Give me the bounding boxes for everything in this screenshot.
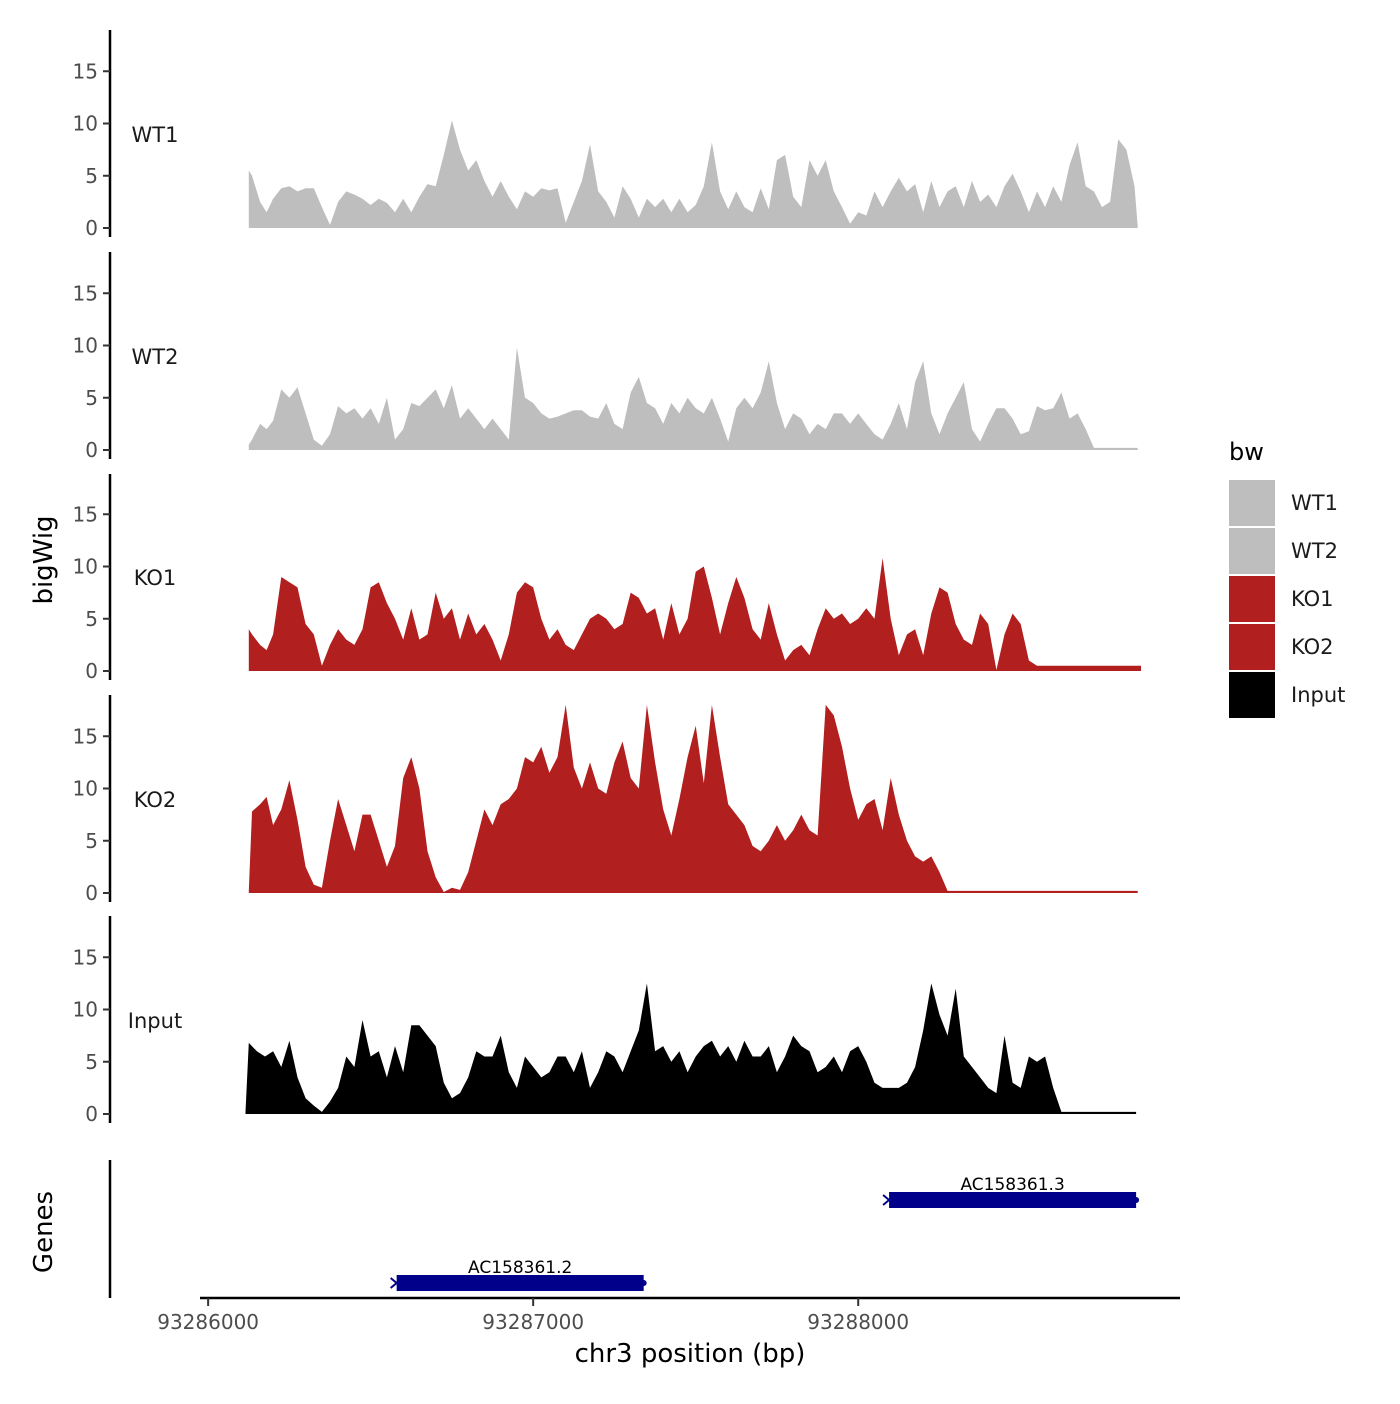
gene-body [889,1192,1137,1208]
legend-label: WT2 [1291,539,1338,563]
track-ko2: 0 5 10 15 KO2 [73,695,1138,905]
x-tick-label: 93287000 [482,1310,584,1334]
track-area-input [245,983,1137,1114]
track-area-wt2 [248,347,1138,450]
track-wt2: 0 5 10 15 WT2 [73,252,1138,462]
y-tick-label: 0 [85,881,98,905]
track-wt1: 0 5 10 15 WT1 [73,30,1138,240]
y-tick-label: 10 [73,112,98,136]
gene-strand-marker [390,1277,399,1289]
y-tick-label: 0 [85,659,98,683]
y-tick-label: 0 [85,438,98,462]
y-tick-label: 5 [85,607,98,631]
legend-label: Input [1291,683,1345,707]
coverage-tracks: 0 5 10 15 WT1 0 5 10 15 WT2 0 5 10 15 KO1 0 5 10 15 KO2 0 5 10… [73,30,1142,1126]
x-axis-title: chr3 position (bp) [575,1339,806,1369]
legend-label: WT1 [1291,491,1338,515]
genes-panel: AC158361.3 AC158361.2 [108,1160,1140,1298]
y-tick-label: 5 [85,164,98,188]
y-tick-label: 10 [73,555,98,579]
y-tick-label: 5 [85,386,98,410]
legend-item-input: Input [1229,672,1345,718]
gene-ac158361-2: AC158361.2 [390,1258,647,1291]
gene-end-marker [1133,1197,1140,1203]
track-input: 0 5 10 15 Input [73,916,1137,1126]
x-axis: 93286000 93287000 93288000 [157,1296,1180,1334]
legend-swatch [1229,480,1275,526]
x-tick-label: 93288000 [807,1310,909,1334]
gene-ac158361-3: AC158361.3 [882,1175,1140,1208]
y-tick-label: 10 [73,998,98,1022]
legend-item-wt2: WT2 [1229,528,1338,574]
y-tick-label: 5 [85,1050,98,1074]
legend-swatch [1229,528,1275,574]
legend-swatch [1229,576,1275,622]
legend-label: KO1 [1291,587,1334,611]
y-tick-label: 15 [73,945,98,969]
track-area-ko1 [248,558,1142,671]
gene-label: AC158361.3 [960,1175,1064,1195]
legend-label: KO2 [1291,635,1334,659]
y-tick-label: 0 [85,216,98,240]
y-tick-label: 0 [85,1102,98,1126]
y-tick-label: 10 [73,777,98,801]
legend-title: bw [1229,438,1264,466]
legend-swatch [1229,672,1275,718]
y-tick-label: 15 [73,281,98,305]
gene-strand-marker [882,1194,891,1206]
y-tick-label: 15 [73,724,98,748]
legend: bw WT1 WT2 KO1 KO2 Input [1229,438,1345,718]
track-label: KO2 [134,788,177,812]
y-tick-label: 15 [73,502,98,526]
track-label: Input [128,1009,182,1033]
track-area-ko2 [248,704,1138,893]
gene-end-marker [640,1280,647,1286]
genes-axis-title: Genes [29,1191,59,1273]
track-area-wt1 [248,120,1138,228]
y-tick-label: 5 [85,829,98,853]
x-tick-label: 93286000 [157,1310,259,1334]
track-label: KO1 [134,566,177,590]
legend-item-ko1: KO1 [1229,576,1334,622]
y-tick-label: 15 [73,59,98,83]
track-ko1: 0 5 10 15 KO1 [73,474,1142,683]
y-tick-label: 10 [73,334,98,358]
legend-item-wt1: WT1 [1229,480,1338,526]
track-label: WT2 [132,345,179,369]
legend-item-ko2: KO2 [1229,624,1334,670]
gene-body [396,1275,644,1291]
gene-label: AC158361.2 [468,1258,572,1278]
legend-swatch [1229,624,1275,670]
y-axis-title: bigWig [29,515,59,604]
track-label: WT1 [132,123,179,147]
